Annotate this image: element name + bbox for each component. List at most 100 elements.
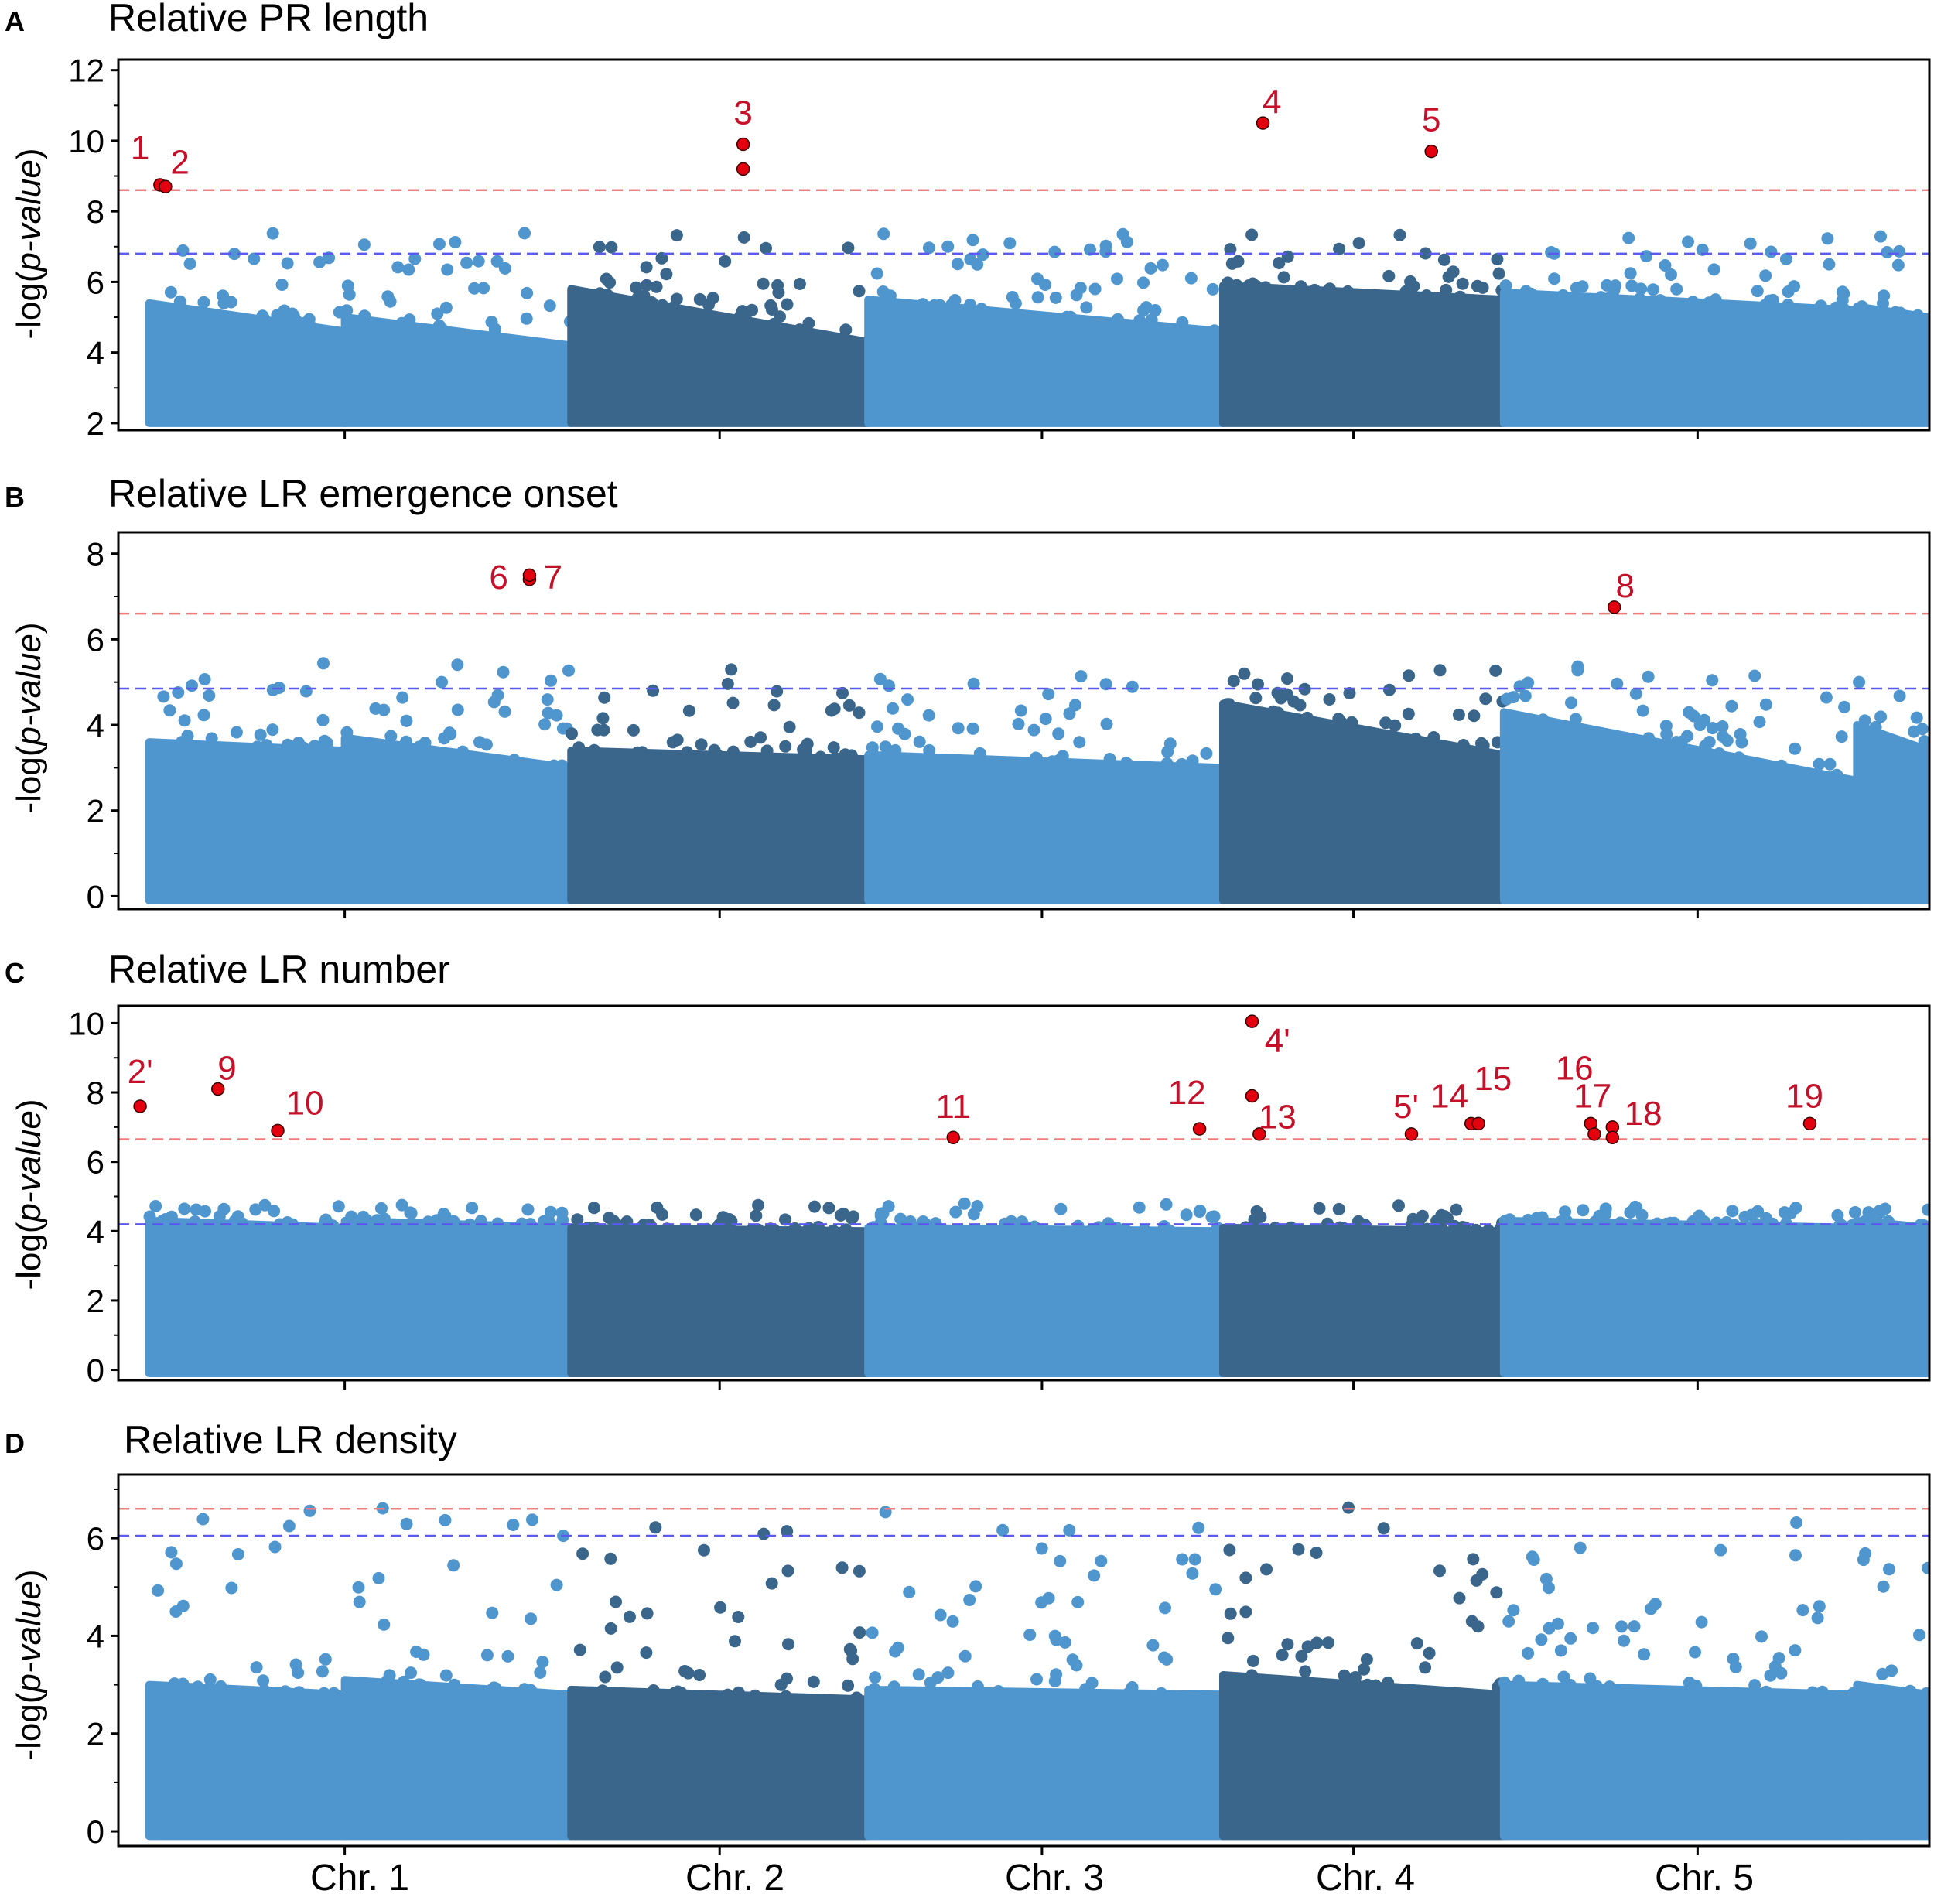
snp-point (507, 1519, 520, 1531)
snp-point (1789, 1549, 1802, 1562)
snp-point (869, 1671, 882, 1684)
snp-point (1056, 750, 1069, 763)
snp-point (913, 735, 926, 748)
snp-point (667, 301, 680, 314)
panel-d-letter: D (5, 1427, 25, 1459)
snp-point (588, 1202, 600, 1215)
snp-point (992, 1685, 1005, 1697)
snp-point (1138, 1223, 1151, 1236)
snp-point (630, 281, 643, 294)
snp-point (661, 1222, 674, 1236)
snp-point (468, 282, 481, 295)
snp-point (1308, 283, 1321, 296)
snp-point (316, 713, 330, 726)
snp-point (1796, 1604, 1809, 1617)
snp-point (601, 289, 613, 301)
snp-point (1155, 1687, 1168, 1700)
snp-point (396, 691, 409, 704)
snp-band-c-1 (145, 1216, 349, 1378)
snp-point (693, 1669, 706, 1681)
snp-point (631, 291, 644, 304)
snp-band-d-6 (1499, 1680, 1861, 1841)
highlighted-snp-19 (1802, 1116, 1817, 1131)
y-tick-label: 0 (87, 878, 104, 914)
snp-point (605, 241, 618, 254)
snp-point (1027, 723, 1040, 737)
snp-point (1294, 280, 1307, 293)
highlighted-snp-18 (1605, 1130, 1620, 1145)
snp-point (1084, 243, 1096, 256)
snp-point (774, 1678, 788, 1691)
snp-point (1176, 316, 1189, 329)
snp-point (1031, 291, 1044, 304)
snp-point (1587, 1622, 1599, 1635)
snp-point (671, 733, 684, 747)
snp-point (1111, 272, 1123, 285)
snp-point (1070, 289, 1083, 302)
snp-point (316, 1665, 329, 1678)
snp-point (958, 1197, 971, 1210)
snp-label-18: 18 (1625, 1095, 1662, 1133)
snp-point (538, 718, 552, 731)
snp-point (1611, 677, 1624, 690)
snp-point (1912, 309, 1925, 322)
snp-point (842, 699, 856, 712)
snp-point (1829, 769, 1842, 782)
snp-point (772, 286, 785, 299)
snp-point (1447, 265, 1460, 279)
snp-point (381, 1675, 394, 1687)
snp-point (319, 1653, 332, 1666)
snp-point (1910, 711, 1923, 724)
panel-c-letter: C (5, 957, 25, 989)
snp-point (282, 1519, 296, 1533)
snp-point (1322, 1636, 1335, 1649)
snp-point (443, 726, 456, 740)
snp-point (973, 747, 986, 760)
snp-point (604, 1622, 617, 1635)
snp-point (1071, 1219, 1085, 1232)
snp-point (486, 1683, 499, 1696)
snp-point (1409, 732, 1422, 745)
snp-point (1133, 1201, 1146, 1214)
snp-point (1407, 279, 1420, 292)
snp-point (757, 1527, 771, 1540)
snp-point (405, 1207, 418, 1220)
snp-point (1686, 1216, 1700, 1229)
snp-point (949, 1205, 962, 1219)
snp-point (853, 285, 866, 298)
snp-point (1360, 1653, 1373, 1666)
snp-point (576, 1547, 589, 1560)
snp-point (754, 731, 767, 744)
snp-point (1772, 1652, 1785, 1665)
snp-point (912, 1668, 925, 1681)
snp-point (1160, 757, 1174, 770)
snp-point (781, 298, 794, 311)
snp-point (866, 1221, 880, 1234)
snp-point (1601, 279, 1614, 292)
snp-point (1161, 745, 1174, 758)
highlighted-snp-4' (1245, 1014, 1259, 1028)
snp-point (593, 241, 606, 254)
snp-point (877, 227, 890, 241)
snp-point (1760, 1685, 1773, 1698)
snp-band-c-6 (1499, 1216, 1861, 1378)
snp-point (883, 679, 895, 692)
snp-point (1918, 735, 1929, 748)
snp-point (695, 738, 708, 751)
snp-point (1603, 1680, 1616, 1694)
snp-label-17: 17 (1574, 1078, 1611, 1116)
snp-point (1642, 670, 1655, 683)
snp-label-11: 11 (935, 1088, 971, 1126)
y-tick-label: 4 (87, 1213, 104, 1249)
snp-point (1184, 272, 1198, 285)
snp-point (1758, 299, 1772, 312)
snp-point (163, 704, 176, 717)
snp-point (400, 714, 413, 727)
snp-point (498, 705, 511, 718)
snp-point (1554, 1644, 1567, 1657)
snp-point (451, 658, 464, 672)
snp-point (1604, 291, 1617, 304)
snp-point (391, 261, 405, 274)
snp-point (1221, 698, 1234, 711)
